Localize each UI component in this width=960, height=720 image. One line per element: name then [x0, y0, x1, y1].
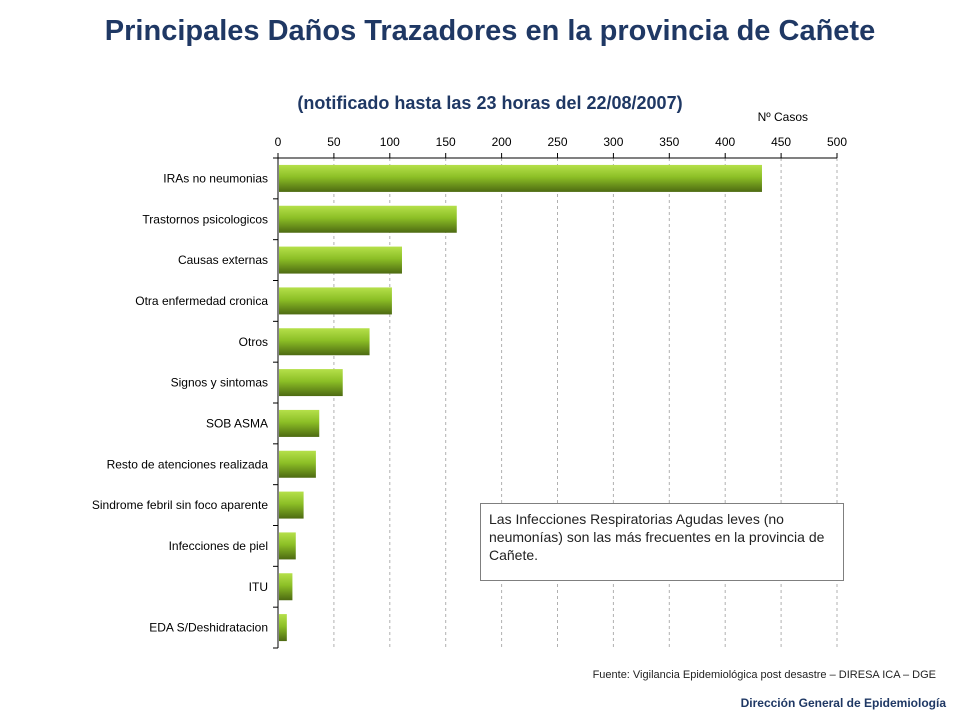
category-label: Sindrome febril sin foco aparente: [92, 498, 268, 512]
category-label: Otra enfermedad cronica: [135, 294, 268, 308]
x-tick-label: 100: [380, 135, 400, 149]
x-axis-label: Nº Casos: [758, 110, 808, 124]
bar: [279, 532, 296, 560]
bars: [279, 164, 762, 642]
bar: [279, 287, 392, 315]
category-label: Resto de atenciones realizada: [107, 457, 269, 471]
bar: [279, 491, 304, 519]
bar: [279, 573, 293, 601]
x-tick-label: 250: [547, 135, 567, 149]
bar: [279, 409, 320, 437]
category-label: Trastornos psicologicos: [142, 212, 268, 226]
annotation-box: Las Infecciones Respiratorias Agudas lev…: [480, 503, 844, 581]
x-tick-label: 350: [659, 135, 679, 149]
category-label: IRAs no neumonias: [163, 171, 268, 185]
labels: 0 50 100 150 200 250 300 350 400 450 500 Nº Casos IR…: [92, 110, 847, 635]
bar: [279, 205, 457, 233]
bar: [279, 450, 316, 478]
x-tick-label: 150: [436, 135, 456, 149]
page-title: Principales Daños Trazadores en la provi…: [104, 15, 876, 47]
x-tick-label: 500: [827, 135, 847, 149]
x-tick-label: 300: [603, 135, 623, 149]
category-label: SOB ASMA: [206, 416, 268, 430]
footer-text: Dirección General de Epidemiología: [740, 696, 946, 710]
bar: [279, 328, 370, 356]
category-label: Causas externas: [178, 253, 268, 267]
x-tick-label: 450: [771, 135, 791, 149]
x-tick-label: 200: [492, 135, 512, 149]
bar: [279, 164, 762, 192]
source-text: Fuente: Vigilancia Epidemiológica post d…: [592, 669, 936, 681]
category-label: Otros: [239, 335, 268, 349]
x-tick-label: 0: [275, 135, 282, 149]
x-tick-label: 400: [715, 135, 735, 149]
page-subtitle: (notificado hasta las 23 horas del 22/08…: [297, 93, 683, 113]
category-label: ITU: [249, 580, 268, 594]
x-tick-label: 50: [327, 135, 341, 149]
category-label: Signos y sintomas: [171, 376, 268, 390]
bar: [279, 369, 343, 397]
category-label: Infecciones de piel: [169, 539, 268, 553]
axes: [273, 153, 838, 649]
category-label: EDA S/Deshidratacion: [149, 621, 268, 635]
bar: [279, 246, 402, 274]
bar: [279, 614, 287, 642]
